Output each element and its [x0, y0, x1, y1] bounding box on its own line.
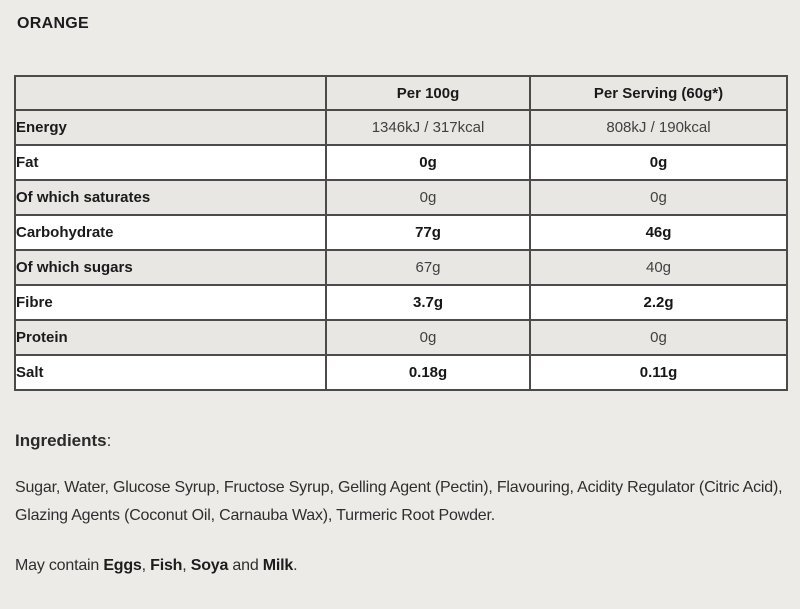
- nutrition-row: Of which sugars 67g 40g: [14, 249, 788, 286]
- allergen-name: Milk: [262, 557, 294, 574]
- header-per-serving: Per Serving (60g*): [529, 75, 788, 111]
- allergen-text-fragment: and: [228, 557, 263, 574]
- nutrient-label: Fibre: [14, 284, 327, 321]
- allergen-name: Eggs: [103, 557, 142, 574]
- nutrition-row: Salt 0.18g 0.11g: [14, 354, 788, 391]
- header-per-100g: Per 100g: [325, 75, 531, 111]
- table-header-row: Per 100g Per Serving (60g*): [14, 75, 788, 111]
- ingredients-heading: Ingredients:: [15, 431, 786, 451]
- nutrition-row: Fibre 3.7g 2.2g: [14, 284, 788, 321]
- nutrition-row: Of which saturates 0g 0g: [14, 179, 788, 216]
- value-per-100g: 0g: [325, 144, 531, 181]
- allergen-text-fragment: .: [293, 557, 298, 574]
- nutrition-info-page: ORANGE Per 100g Per Serving (60g*) Energ…: [14, 15, 788, 575]
- ingredients-list-text: Sugar, Water, Glucose Syrup, Fructose Sy…: [15, 479, 783, 524]
- value-per-100g: 0g: [325, 179, 531, 216]
- nutrient-label: Fat: [14, 144, 327, 181]
- value-per-serving: 40g: [529, 249, 788, 286]
- nutrition-table: Per 100g Per Serving (60g*) Energy 1346kJ…: [14, 75, 788, 391]
- value-per-serving: 0.11g: [529, 354, 788, 391]
- value-per-serving: 0g: [529, 319, 788, 356]
- allergen-name: Fish: [150, 557, 183, 574]
- value-per-100g: 0g: [325, 319, 531, 356]
- allergen-name: Soya: [190, 557, 229, 574]
- ingredients-heading-label: Ingredients: [15, 431, 107, 450]
- allergen-text-fragment: ,: [141, 557, 151, 574]
- product-title: ORANGE: [17, 15, 90, 32]
- nutrition-row: Energy 1346kJ / 317kcal 808kJ / 190kcal: [14, 109, 788, 146]
- nutrient-label: Salt: [14, 354, 327, 391]
- value-per-100g: 77g: [325, 214, 531, 251]
- value-per-serving: 0g: [529, 144, 788, 181]
- value-per-100g: 1346kJ / 317kcal: [325, 109, 531, 146]
- nutrient-label: Energy: [14, 109, 327, 146]
- allergen-may-contain-text: May contain Eggs, Fish, Soya and Milk.: [15, 557, 786, 575]
- allergen-text-fragment: May contain: [15, 557, 104, 574]
- nutrition-row: Carbohydrate 77g 46g: [14, 214, 788, 251]
- nutrition-row: Protein 0g 0g: [14, 319, 788, 356]
- nutrient-label: Of which sugars: [14, 249, 327, 286]
- value-per-100g: 67g: [325, 249, 531, 286]
- nutrition-row: Fat 0g 0g: [14, 144, 788, 181]
- nutrient-label: Protein: [14, 319, 327, 356]
- allergen-text-fragment: ,: [182, 557, 191, 574]
- value-per-serving: 808kJ / 190kcal: [529, 109, 788, 146]
- ingredients-heading-colon: :: [106, 431, 112, 450]
- value-per-100g: 3.7g: [325, 284, 531, 321]
- value-per-serving: 0g: [529, 179, 788, 216]
- value-per-100g: 0.18g: [325, 354, 531, 391]
- nutrient-label: Carbohydrate: [14, 214, 327, 251]
- value-per-serving: 46g: [529, 214, 788, 251]
- header-empty-cell: [14, 75, 327, 111]
- value-per-serving: 2.2g: [529, 284, 788, 321]
- nutrient-label: Of which saturates: [14, 179, 327, 216]
